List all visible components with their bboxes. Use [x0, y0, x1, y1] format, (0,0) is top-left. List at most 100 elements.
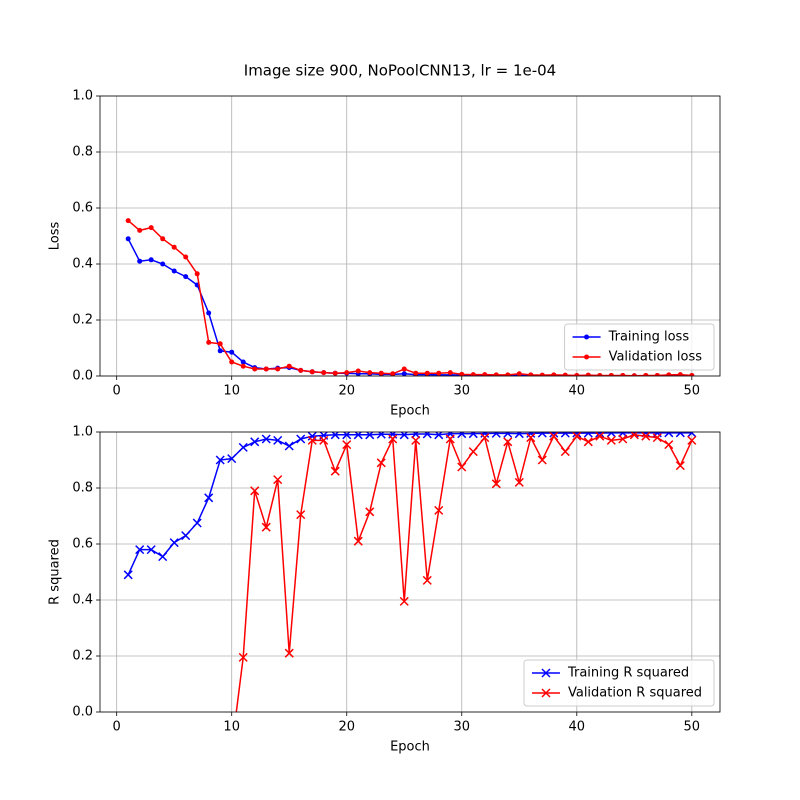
y-tick-label: 1.0 — [72, 89, 93, 104]
point-marker — [516, 371, 522, 376]
point-marker — [229, 359, 235, 365]
x-tick-label: 50 — [684, 384, 701, 399]
point-marker — [146, 545, 156, 555]
x-tick-label: 0 — [113, 384, 121, 399]
point-marker — [503, 432, 513, 438]
x-tick-label: 0 — [113, 720, 121, 735]
series-line — [127, 432, 692, 576]
point-marker — [296, 434, 306, 444]
point-marker — [595, 432, 605, 441]
point-marker — [597, 372, 603, 376]
axes: 0 10 20 30 40 50 0.0 0.2 0.4 0.6 0.8 1.0 Epoch Loss Tr… — [48, 89, 721, 419]
y-tick-label: 1.0 — [72, 425, 93, 440]
point-marker — [551, 372, 557, 376]
y-tick-label: 0.2 — [72, 649, 93, 664]
x-tick-label: 40 — [569, 720, 586, 735]
point-marker — [252, 366, 258, 372]
point-marker — [620, 372, 626, 376]
point-marker — [411, 432, 421, 439]
y-tick-label: 0.2 — [72, 313, 93, 328]
y-axis-label: Loss — [48, 222, 63, 251]
point-marker — [399, 596, 409, 606]
point-marker — [355, 368, 361, 374]
point-marker — [125, 218, 131, 224]
point-marker — [217, 348, 223, 354]
point-marker — [284, 441, 294, 451]
figure-title: Image size 900, NoPoolCNN13, lr = 1e-04 — [244, 62, 556, 80]
point-marker — [367, 370, 373, 376]
point-marker — [549, 432, 559, 441]
point-marker — [160, 236, 166, 242]
point-marker — [388, 434, 398, 444]
point-marker — [468, 447, 478, 457]
point-marker — [641, 432, 651, 441]
point-marker — [606, 432, 616, 438]
x-tick-label: 30 — [453, 384, 470, 399]
point-marker — [273, 435, 283, 445]
legend: Training R squared Validation R squared — [523, 659, 715, 707]
x-tick-label: 20 — [338, 384, 355, 399]
point-marker — [286, 363, 292, 369]
point-marker — [687, 435, 697, 445]
point-marker — [422, 432, 432, 439]
y-tick-label: 0.8 — [72, 145, 93, 160]
point-marker — [123, 570, 133, 580]
point-marker — [192, 518, 202, 528]
y-tick-label: 0.6 — [72, 201, 93, 216]
y-tick-label: 0.0 — [72, 705, 93, 720]
y-tick-label: 0.6 — [72, 537, 93, 552]
point-marker — [618, 434, 628, 444]
x-axis-label: Epoch — [390, 404, 430, 419]
legend-label: Training R squared — [567, 666, 689, 681]
point-marker — [539, 372, 545, 376]
point-marker — [643, 372, 649, 376]
point-marker — [273, 475, 283, 485]
point-marker — [261, 434, 271, 444]
y-tick-label: 0.8 — [72, 481, 93, 496]
point-marker — [194, 271, 200, 277]
legend-label: Training loss — [608, 330, 690, 345]
point-marker — [307, 435, 317, 445]
point-marker — [137, 227, 143, 233]
point-marker — [148, 257, 154, 263]
point-marker — [319, 435, 329, 445]
point-marker — [445, 434, 455, 444]
point-marker — [574, 372, 580, 376]
point-marker — [468, 432, 478, 439]
x-tick-label: 50 — [684, 720, 701, 735]
point-marker — [309, 369, 315, 375]
point-marker — [148, 225, 154, 231]
point-marker — [215, 455, 225, 465]
y-axis-label: R squared — [48, 539, 63, 605]
point-marker — [514, 477, 524, 487]
point-marker — [307, 432, 317, 441]
point-marker — [365, 507, 375, 517]
point-marker — [675, 461, 685, 471]
point-marker — [227, 454, 237, 464]
point-marker — [376, 432, 386, 439]
point-marker — [240, 363, 246, 369]
point-marker — [160, 261, 166, 267]
point-marker — [457, 462, 467, 472]
point-marker — [491, 479, 501, 489]
point-marker — [206, 310, 212, 316]
point-marker — [436, 370, 442, 376]
point-marker — [537, 455, 547, 465]
point-marker — [434, 505, 444, 515]
point-marker — [677, 372, 683, 376]
point-marker — [526, 433, 536, 443]
point-marker — [664, 440, 674, 450]
point-marker — [689, 372, 695, 376]
point-marker — [503, 437, 513, 447]
point-marker — [562, 372, 568, 376]
point-marker — [652, 433, 662, 443]
point-marker — [217, 341, 223, 347]
point-marker — [330, 466, 340, 476]
point-marker — [250, 437, 260, 447]
point-marker — [482, 372, 488, 376]
point-marker — [687, 432, 697, 438]
point-marker — [181, 531, 191, 541]
legend-box — [564, 323, 715, 371]
point-marker — [606, 435, 616, 445]
